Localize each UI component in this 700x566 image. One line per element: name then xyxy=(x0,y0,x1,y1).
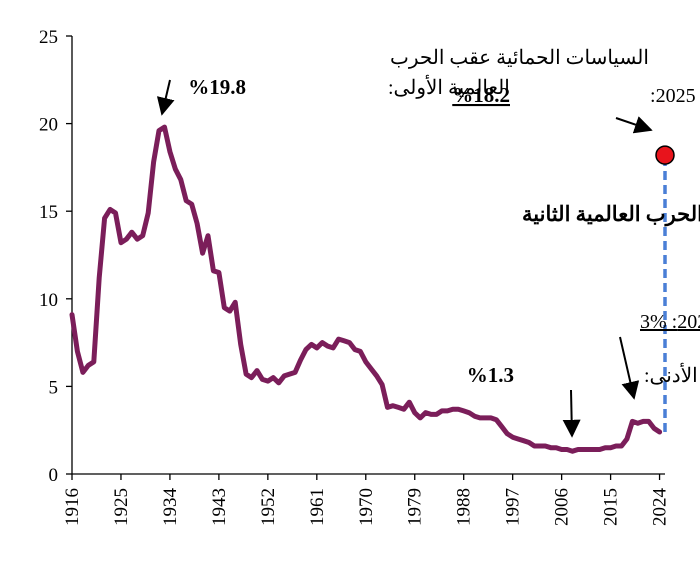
x-tick-label: 1952 xyxy=(258,488,279,526)
y-tick-label: 25 xyxy=(39,27,58,48)
annotation-trump2025-arrow xyxy=(615,116,653,134)
projection-marker xyxy=(655,145,675,165)
series-line xyxy=(69,124,663,454)
x-tick-label: 1997 xyxy=(503,488,524,526)
x-tick-label: 1934 xyxy=(160,488,181,527)
x-tick-label: 1979 xyxy=(405,488,426,526)
x-tick-label: 1988 xyxy=(454,488,475,526)
x-tick-label: 1970 xyxy=(356,488,377,526)
x-axis: 1916 1925 1934 1943 1952 1961 1970 1979 1988 1997… xyxy=(62,473,671,527)
annotation-minimum-value: %1.3 xyxy=(467,363,514,387)
x-tick-label: 2006 xyxy=(552,488,573,526)
annotation-minimum-arrow xyxy=(562,389,581,438)
annotation-minimum-label: الحد الأدنى: xyxy=(644,362,700,387)
y-tick-label: 15 xyxy=(39,202,58,223)
annotation-protection-line2: العالمية الأولى: xyxy=(388,74,510,99)
y-tick-label: 5 xyxy=(49,377,59,398)
x-tick-label: 2015 xyxy=(601,488,622,526)
y-tick-label: 0 xyxy=(49,465,59,486)
x-tick-label: 1916 xyxy=(62,488,83,526)
y-tick-label: 10 xyxy=(39,290,58,311)
annotation-trump2025-value: %18.2 xyxy=(452,83,510,107)
annotation-trump2021: ترامب 2021: %3 xyxy=(640,311,700,333)
series-group xyxy=(69,124,663,454)
annotations: السياسات الحمائية عقب الحرب العالمية الأ… xyxy=(156,47,700,438)
x-tick-label: 2024 xyxy=(650,488,671,527)
x-tick-label: 1943 xyxy=(209,488,230,526)
annotation-liberalization: التحرير بعد الحرب العالمية الثانية xyxy=(522,202,700,227)
y-axis: 0 5 10 15 20 25 xyxy=(39,27,73,486)
annotation-trump2025-label: ترامب 2025: xyxy=(650,85,700,107)
annotation-protection-line1: السياسات الحمائية عقب الحرب xyxy=(390,47,649,69)
projection-group xyxy=(655,145,675,432)
annotation-protection-arrow xyxy=(156,79,175,116)
y-tick-label: 20 xyxy=(39,115,58,136)
x-tick-label: 1925 xyxy=(111,488,132,526)
annotation-trump2021-arrow xyxy=(619,336,640,400)
x-tick-label: 1961 xyxy=(307,488,328,526)
annotation-protection-value: %19.8 xyxy=(188,75,246,99)
